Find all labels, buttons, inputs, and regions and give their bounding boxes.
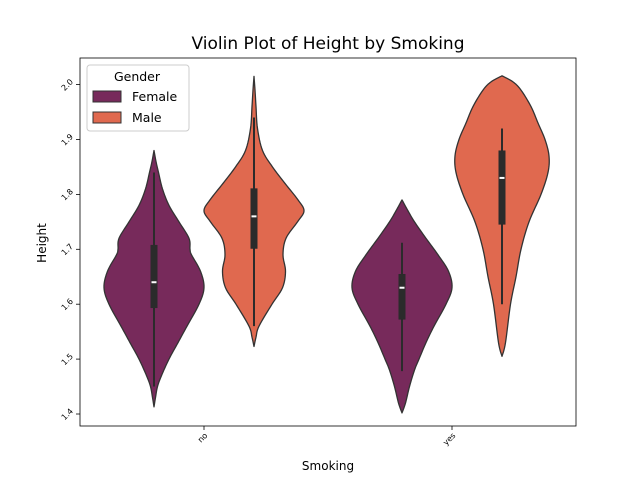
legend-label-female: Female [132,89,178,104]
legend-swatch-female [92,90,122,103]
y-tick-label: 2.0 [60,77,75,92]
y-tick-label: 1.4 [60,407,75,422]
violin-iqr-box [250,188,258,249]
legend-swatch-male [92,111,122,124]
violin-iqr-box [398,274,406,320]
y-tick-label: 1.9 [60,132,75,147]
y-axis-title: Height [35,223,49,263]
violin-iqr-box [498,150,506,225]
violin-female-no [103,149,205,408]
violin-male-yes [454,75,550,358]
x-tick-label: no [196,431,209,444]
x-axis-ticks: no yes [196,426,457,447]
y-axis-ticks: 1.4 1.5 1.6 1.7 1.8 1.9 2.0 [60,77,80,422]
legend-title: Gender [114,69,161,84]
violin-median [151,281,157,284]
violin-median [499,176,505,179]
legend-label-male: Male [132,110,162,125]
plot-frame [79,57,577,427]
chart-title: Violin Plot of Height by Smoking [192,34,465,54]
x-tick-label: yes [441,431,457,447]
violin-iqr-box [150,244,158,309]
y-tick-label: 1.5 [60,352,75,367]
violin-male-no [203,75,305,348]
plot-bodies [103,75,550,414]
violin-median [399,286,405,289]
y-tick-label: 1.8 [60,187,75,202]
y-tick-label: 1.7 [60,242,75,257]
legend: Gender Female Male [86,64,190,132]
violin-median [251,215,257,218]
x-axis-title: Smoking [302,459,354,473]
violin-female-yes [351,199,453,414]
y-tick-label: 1.6 [60,297,75,312]
